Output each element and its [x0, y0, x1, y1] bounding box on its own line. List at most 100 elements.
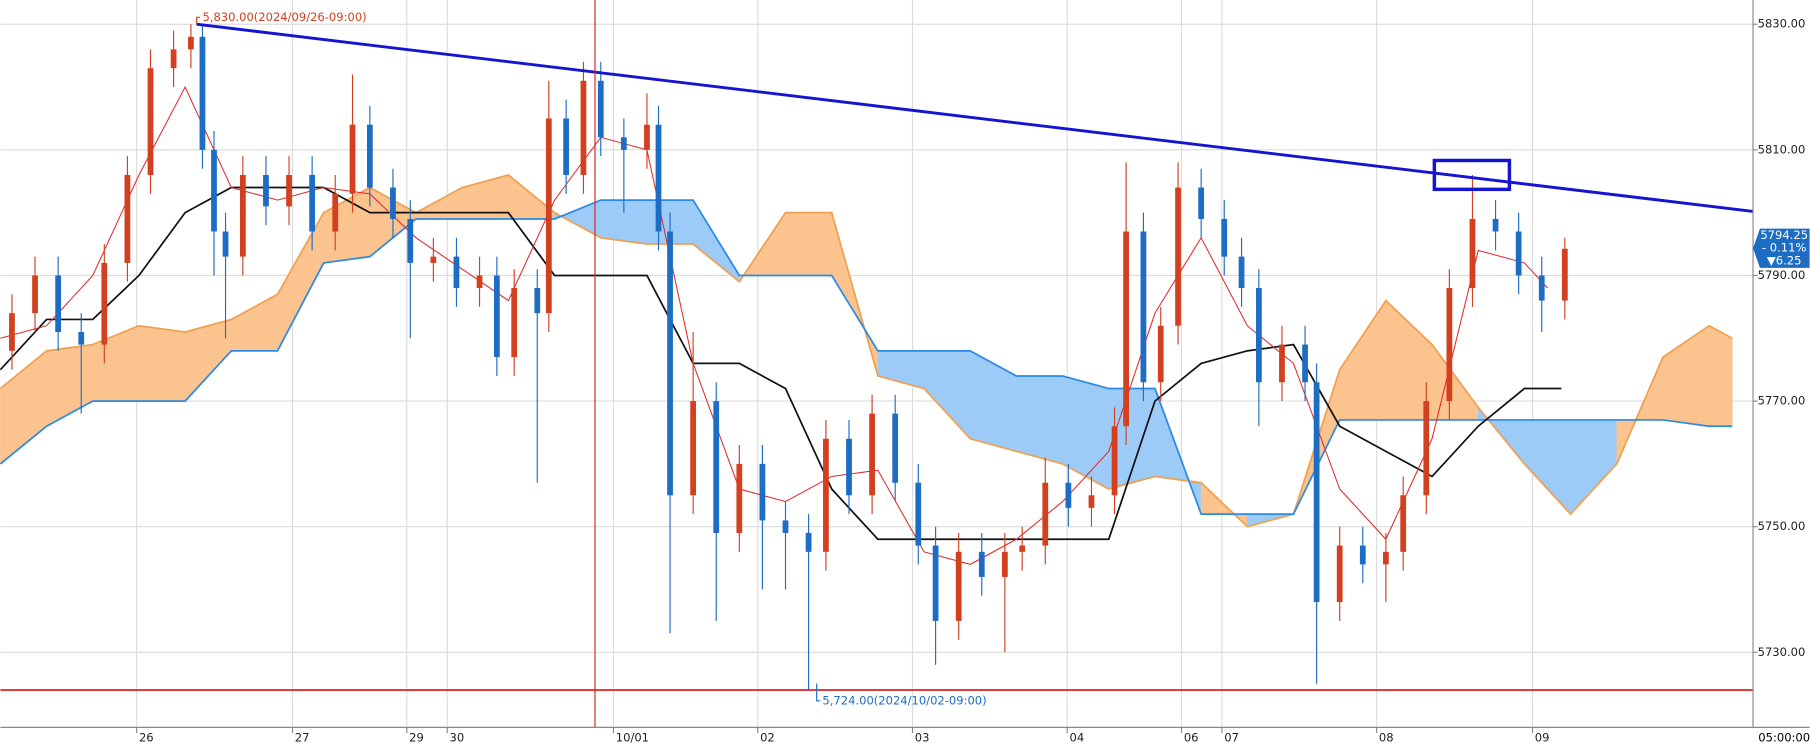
- candle-body: [1313, 382, 1320, 603]
- candle-body: [620, 137, 627, 150]
- candle-body: [222, 231, 229, 257]
- candle-body: [869, 413, 875, 496]
- y-tick-label: 5770.00: [1758, 394, 1806, 408]
- time-label: 05:00:00: [1758, 730, 1810, 744]
- candle-body: [1336, 545, 1343, 603]
- candles: [9, 24, 1568, 691]
- x-tick-label: 03: [915, 730, 930, 744]
- candle-body: [430, 256, 437, 263]
- candle-body: [823, 438, 829, 552]
- cloud-span-b: [0, 199, 1733, 516]
- x-tick-label: 07: [1224, 730, 1239, 744]
- trend-line: [196, 22, 1754, 213]
- candle-body: [580, 80, 587, 175]
- candle-body: [349, 124, 356, 194]
- candle-body: [1423, 401, 1430, 496]
- candle-body: [563, 118, 570, 175]
- candle-body: [1001, 551, 1008, 577]
- candle-body: [511, 288, 518, 358]
- indicator-line: [0, 186, 1562, 541]
- candle-body: [332, 193, 339, 232]
- candle-body: [1382, 551, 1389, 565]
- candle-body: [366, 124, 373, 188]
- price-tag-pct: - 0.11%: [1762, 241, 1807, 255]
- candle-body: [1255, 288, 1262, 383]
- candle-body: [1446, 288, 1453, 402]
- overlays: [0, 0, 1754, 728]
- cloud-segment: [1016, 375, 1063, 465]
- x-tick-label: 04: [1070, 730, 1085, 744]
- price-tag-box: [1753, 228, 1810, 268]
- candle-body: [1042, 482, 1049, 546]
- candle-body: [1538, 275, 1545, 301]
- x-tick-label: 27: [295, 730, 310, 744]
- x-tick-label: 26: [139, 730, 154, 744]
- y-tick-label: 5810.00: [1758, 142, 1806, 156]
- annotation-low: 5,724.00(2024/10/02-09:00): [822, 693, 986, 707]
- candle-body: [1123, 231, 1129, 427]
- candle-body: [655, 124, 662, 232]
- x-tick-label: 08: [1379, 730, 1394, 744]
- highlight-box: [1432, 158, 1512, 192]
- candle-body: [239, 174, 246, 257]
- cloud-segment: [785, 212, 832, 276]
- candle-body: [1065, 482, 1072, 508]
- candle-body: [955, 551, 962, 621]
- candle-body: [534, 288, 541, 314]
- candle-body: [407, 218, 414, 263]
- candle-body: [713, 401, 720, 533]
- candle-body: [476, 275, 483, 289]
- candle-body: [1019, 545, 1026, 552]
- annotation-low-pointer: [816, 683, 821, 702]
- candle-body: [1088, 495, 1095, 508]
- candle-body: [690, 401, 697, 496]
- candle-body: [736, 463, 743, 533]
- candle-body: [78, 331, 85, 345]
- candle-body: [1111, 426, 1118, 496]
- cloud-segment: [138, 325, 186, 402]
- candle-body: [101, 262, 108, 345]
- price-tag: 5794.25 - 0.11% ▼6.25: [1753, 228, 1810, 268]
- candle-body: [147, 68, 154, 175]
- x-tick-label: 30: [450, 730, 465, 744]
- y-tick-label: 5790.00: [1758, 268, 1806, 282]
- cloud-segment: [1708, 325, 1733, 427]
- price-tag-price: 5794.25: [1760, 228, 1808, 242]
- annotation-high-pointer: [196, 16, 201, 25]
- y-tick-label: 5830.00: [1758, 17, 1806, 31]
- candle-body: [1492, 218, 1499, 232]
- candle-body: [978, 551, 985, 577]
- candle-body: [32, 275, 38, 314]
- x-tick-label: 06: [1184, 730, 1199, 744]
- candle-body: [124, 174, 131, 263]
- candle-body: [932, 545, 939, 621]
- y-tick-label: 5750.00: [1758, 519, 1806, 533]
- candle-body: [493, 275, 500, 358]
- candle-body: [1515, 231, 1522, 276]
- candle-body: [1469, 218, 1476, 289]
- candle-body: [211, 149, 217, 232]
- axes: 5730.00 5750.00 5770.00 5790.00 5810.00 5830.…: [136, 17, 1806, 744]
- candle-body: [915, 482, 922, 546]
- candle-body: [667, 231, 673, 496]
- candle-body: [1359, 545, 1366, 565]
- candle-body: [1561, 248, 1568, 301]
- x-tick-label: 29: [409, 730, 424, 744]
- candle-body: [309, 174, 316, 232]
- x-tick-label: 09: [1535, 730, 1550, 744]
- candle-body: [644, 124, 650, 150]
- grid: [0, 0, 1754, 728]
- candle-body: [55, 275, 62, 332]
- x-tick-label: 02: [760, 730, 775, 744]
- cloud-span-a: [0, 174, 1733, 528]
- candle-body: [846, 438, 852, 496]
- candle-body: [170, 49, 177, 69]
- candle-body: [545, 118, 552, 314]
- candle-body: [1279, 344, 1285, 383]
- price-tag-change: ▼6.25: [1767, 253, 1802, 267]
- candle-body: [453, 256, 460, 289]
- candle-body: [759, 463, 766, 521]
- x-tick-label: 10/01: [616, 730, 649, 744]
